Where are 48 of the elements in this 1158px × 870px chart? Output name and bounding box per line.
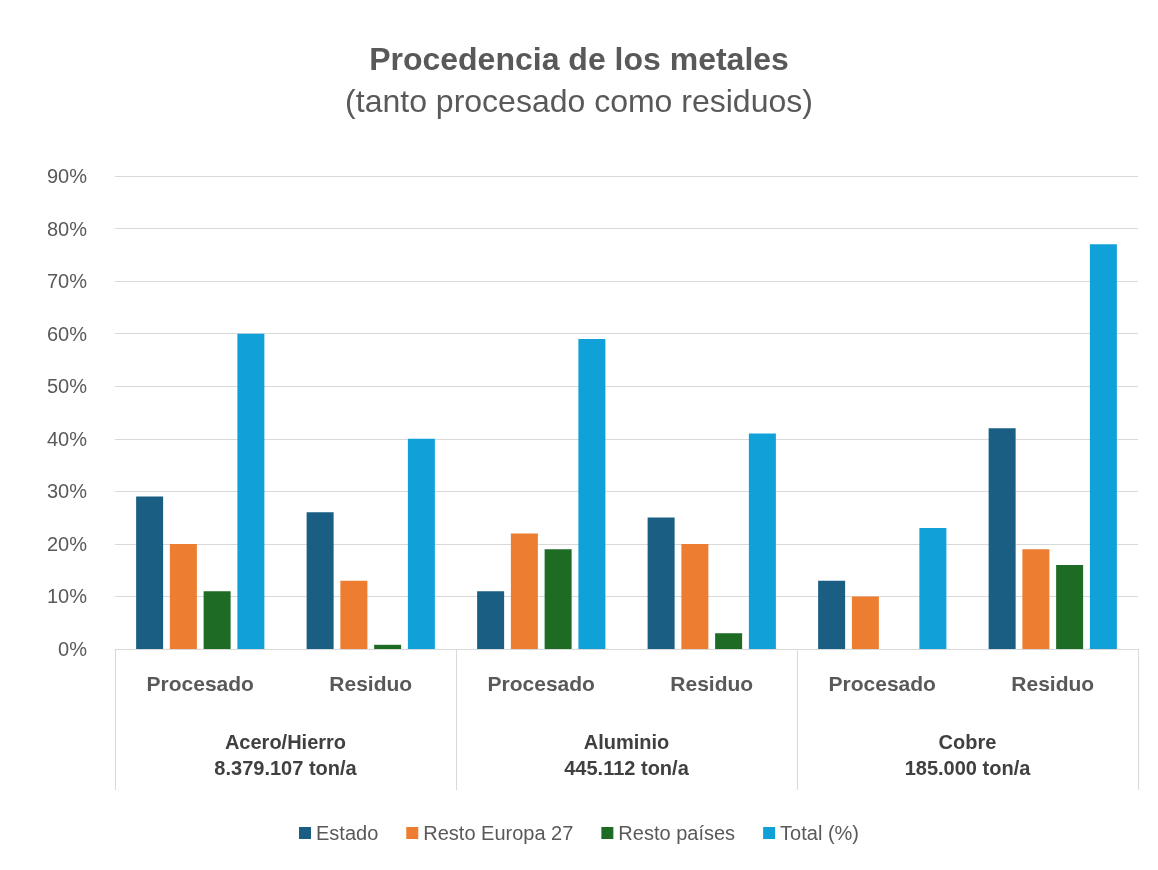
bar [1089,244,1117,649]
text: Acero/Hierro 8.379.107 ton/a [214,731,358,779]
y-tick-label: 20% [46,532,88,555]
bar [647,517,675,649]
text: Cobre 185.000 ton/a [904,731,1032,779]
legend-label: Resto Europa 27 [423,822,574,844]
bar [477,591,505,649]
bar [203,591,231,649]
x-tick-label: Residuo [1011,672,1095,695]
chart-subtitle: (tanto procesado como residuos) [345,83,813,119]
y-tick-label: 70% [46,270,88,293]
legend-label: Total (%) [780,822,859,844]
bar [1022,549,1050,649]
y-tick-label: 30% [46,480,88,503]
bar [851,596,879,649]
y-tick-label: 60% [46,322,88,345]
chart-title: Procedencia de los metales [369,41,789,77]
bar [988,428,1016,649]
y-tick-label: 90% [46,165,88,187]
y-tick-label: 40% [46,427,88,450]
bar [919,528,947,649]
y-tick-label: 50% [46,375,88,398]
bar [1056,564,1084,649]
x-tick-label: Procesado [487,672,595,695]
bar [681,543,709,649]
bar [407,438,435,649]
bar [169,543,197,649]
bar [818,580,846,649]
y-tick-label: 10% [46,585,88,608]
bar [374,644,402,649]
x-tick-label: Residuo [670,672,754,695]
bar [237,333,265,649]
legend-label: Resto países [618,822,736,844]
x-tick-label: Procesado [146,672,254,695]
bar [715,633,743,649]
y-tick-label: 0% [58,638,88,660]
bar [306,512,334,649]
y-tick-label: 80% [46,217,88,240]
bar [136,496,164,649]
bar [544,549,572,649]
bar [748,433,776,649]
legend-label: Estado [316,822,379,844]
x-tick-label: Residuo [329,672,413,695]
bar [578,338,606,649]
text: Aluminio 445.112 ton/a [564,731,690,779]
bar [340,580,368,649]
bar [510,533,538,649]
x-tick-label: Procesado [828,672,936,695]
